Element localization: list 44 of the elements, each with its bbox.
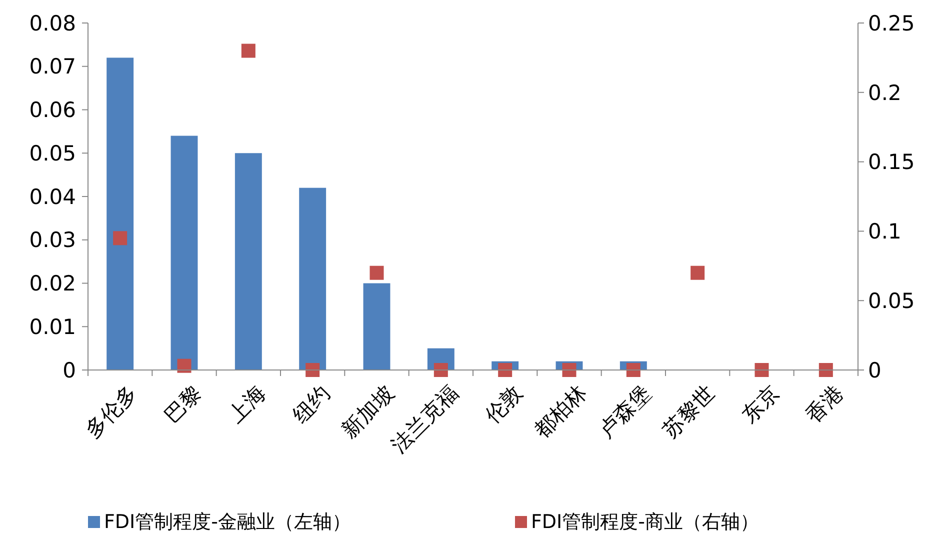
point (306, 363, 320, 377)
point (562, 363, 576, 377)
point (370, 266, 384, 280)
x-tick-label: 香港 (801, 380, 848, 428)
y2-tick-label: 0 (868, 358, 882, 382)
y-tick-label: 0.05 (29, 141, 76, 166)
y2-tick-label: 0.1 (868, 220, 902, 244)
y-tick-label: 0.08 (29, 11, 76, 36)
point (498, 363, 512, 377)
y2-tick-label: 0.05 (868, 288, 915, 313)
y2-tick-label: 0.2 (868, 80, 902, 105)
bar (299, 188, 326, 370)
y-tick-label: 0.02 (29, 272, 76, 296)
y2-tick-label: 0.15 (868, 150, 915, 174)
bar (170, 136, 198, 370)
y-tick-label: 0.01 (29, 314, 76, 339)
point (818, 363, 833, 377)
x-tick-label: 纽约 (288, 380, 335, 428)
y-tick-label: 0.07 (29, 54, 76, 79)
y-tick-label: 0 (62, 358, 76, 382)
x-tick-label: 伦敦 (480, 380, 528, 428)
point (626, 363, 640, 377)
bar (234, 153, 262, 370)
x-tick-label: 多伦多 (80, 380, 142, 442)
x-tick-label: 都柏林 (530, 380, 592, 442)
point (241, 44, 256, 58)
point (754, 363, 769, 377)
y-tick-label: 0.04 (29, 184, 76, 209)
y2-tick-label: 0.25 (868, 11, 915, 36)
legend-label: FDI管制程度-金融业（左轴） (104, 511, 352, 533)
y-tick-label: 0.03 (29, 228, 76, 252)
y-tick-label: 0.06 (29, 98, 76, 122)
x-tick-label: 东京 (737, 380, 784, 428)
bar (363, 283, 390, 370)
bar (106, 58, 134, 370)
x-tick-label: 卢森堡 (594, 380, 656, 442)
point (690, 266, 705, 280)
x-tick-label: 上海 (224, 380, 270, 428)
point (113, 231, 128, 246)
x-tick-label: 巴黎 (160, 380, 206, 428)
x-tick-label: 苏黎世 (658, 380, 720, 442)
point (177, 358, 192, 373)
point (434, 363, 448, 377)
legend-label: FDI管制程度-商业（右轴） (531, 511, 760, 533)
